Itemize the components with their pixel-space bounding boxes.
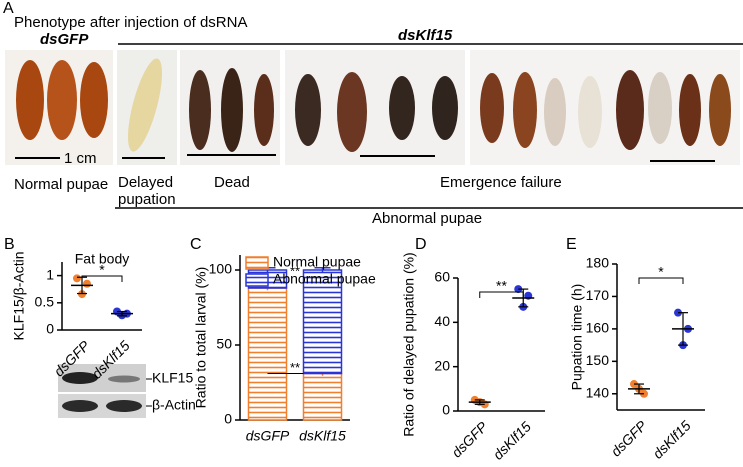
phenotype-label: Delayed pupation — [118, 174, 176, 208]
chart-title: Fat body — [75, 251, 129, 267]
y-tick-label: 60 — [434, 269, 450, 285]
phenotype-label: Emergence failure — [440, 174, 562, 191]
blot-label: KLF15 — [152, 370, 193, 386]
x-tick-label: dsGFP — [608, 417, 651, 460]
data-point — [73, 274, 81, 283]
legend-swatch — [245, 273, 269, 287]
y-axis-label: Ratio to total larval (%) — [193, 267, 209, 409]
bar-segment — [302, 269, 343, 375]
group-label: dsKlf15 — [398, 27, 453, 44]
bar-segment — [247, 287, 288, 421]
phenotype-label: Normal pupae — [14, 176, 109, 193]
significance-bracket — [479, 291, 524, 298]
scale-label: 1 cm — [64, 150, 97, 167]
significance-bracket — [638, 277, 684, 284]
legend-swatch — [245, 256, 269, 270]
significance-bracket — [81, 275, 123, 282]
y-tick-label: 20 — [434, 357, 450, 373]
y-tick-label: 180 — [586, 255, 610, 271]
bar-segment — [302, 372, 343, 421]
significance-label: * — [99, 262, 105, 278]
significance-label: ** — [496, 278, 507, 294]
y-tick-label: 170 — [586, 287, 610, 303]
y-axis-label: Pupation time (h) — [569, 284, 585, 391]
panel-label: D — [415, 236, 427, 253]
y-tick-label: 40 — [434, 313, 450, 329]
x-tick-label: dsKlf15 — [649, 417, 693, 461]
significance-label: * — [658, 264, 664, 280]
y-tick-label: 140 — [586, 384, 610, 400]
x-tick-label: dsGFP — [448, 418, 491, 461]
y-axis-label: KLF15/β-Actin — [11, 252, 27, 341]
western-blot — [58, 364, 146, 418]
y-tick-label: 100 — [209, 261, 233, 277]
x-tick-label: dsGFP — [246, 428, 290, 444]
annotation: ** — [290, 360, 300, 375]
annotation: ** — [290, 263, 300, 278]
y-tick-label: 0 — [224, 411, 232, 427]
legend-label: Abnormal pupae — [273, 271, 376, 287]
phenotype-label: Dead — [214, 174, 250, 191]
panel-label: A — [3, 0, 14, 17]
panel-title: Phenotype after injection of dsRNA — [14, 14, 248, 31]
group-label: dsGFP — [40, 31, 89, 48]
panel-label: C — [190, 236, 202, 253]
y-tick-label: 0 — [442, 402, 450, 418]
legend-label: Normal pupae — [273, 254, 361, 270]
y-tick-label: 0 — [46, 321, 54, 337]
y-tick-label: 0.5 — [35, 294, 55, 310]
y-axis-label: Ratio of delayed pupation (%) — [401, 252, 417, 436]
y-tick-label: 50 — [216, 336, 232, 352]
panel-label: B — [4, 236, 15, 253]
panel-label: E — [566, 236, 577, 253]
y-tick-label: 160 — [586, 320, 610, 336]
data-point — [83, 279, 91, 288]
x-tick-label: dsKlf15 — [299, 428, 346, 444]
group-label: Abnormal pupae — [372, 210, 483, 227]
y-tick-label: 150 — [586, 352, 610, 368]
photos — [5, 43, 743, 209]
x-tick-label: dsKlf15 — [490, 418, 534, 462]
blot-label: β-Actin — [152, 397, 196, 413]
y-tick-label: 1 — [46, 266, 54, 282]
